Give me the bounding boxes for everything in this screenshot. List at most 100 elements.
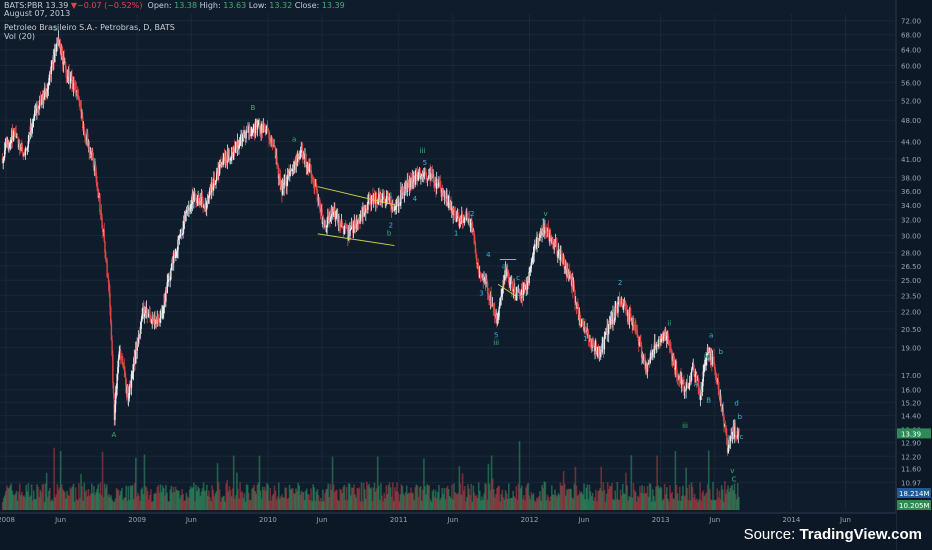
volume-bar: [374, 491, 377, 510]
candle-body: [161, 313, 163, 315]
volume-bar: [501, 489, 504, 510]
volume-bar: [391, 482, 394, 510]
volume-bar: [346, 500, 349, 510]
wave-label: b: [516, 289, 521, 297]
volume-bar: [482, 499, 484, 510]
candle-body: [645, 363, 647, 370]
candle-body: [316, 188, 318, 194]
candle-body: [315, 183, 318, 189]
volume-bar: [633, 489, 636, 510]
time-tick-label: 2011: [390, 516, 408, 524]
volume-bar: [497, 486, 499, 510]
candle-body: [9, 141, 12, 145]
volume-bar: [477, 482, 480, 510]
candle-body: [385, 200, 387, 203]
candle-body: [104, 241, 106, 252]
volume-bar: [167, 501, 169, 510]
candle-body: [317, 193, 319, 200]
candle-body: [349, 229, 351, 236]
volume-bar: [196, 491, 198, 510]
volume-bar: [712, 481, 714, 510]
candle-body: [398, 198, 401, 205]
volume-bar: [161, 485, 164, 510]
candle-body: [690, 372, 692, 382]
volume-bar: [684, 496, 686, 510]
volume-bar: [503, 499, 506, 510]
candle-body: [87, 141, 90, 146]
volume-bar: [495, 494, 497, 510]
volume-bar: [429, 499, 432, 510]
source-credit[interactable]: Source: TradingView.com: [744, 526, 922, 543]
volume-bar: [521, 498, 524, 510]
candle-body: [494, 315, 497, 317]
volume-bar: [327, 483, 330, 510]
candle-body: [611, 316, 613, 324]
volume-bar: [285, 487, 288, 510]
candle-body: [424, 170, 426, 172]
candle-body: [322, 222, 324, 224]
volume-bar: [73, 501, 76, 510]
volume-bar: [360, 482, 363, 510]
volume-bar: [603, 489, 606, 510]
wave-label: 2: [618, 279, 622, 287]
volume-bar: [681, 495, 683, 510]
candle-body: [332, 213, 334, 215]
candle-body: [101, 217, 103, 228]
volume-bar: [100, 495, 103, 510]
volume-bar: [677, 500, 680, 510]
candle-body: [656, 344, 659, 347]
volume-bar: [518, 441, 521, 510]
candle-body: [369, 200, 371, 202]
candle-body: [561, 254, 563, 260]
candle-body: [604, 334, 606, 339]
volume-bar: [406, 493, 409, 510]
candle-body: [11, 130, 13, 142]
volume-bar: [302, 492, 305, 510]
volume-bar: [5, 491, 7, 510]
volume-indicator-label[interactable]: Vol (20): [4, 32, 35, 41]
candle-body: [271, 139, 273, 140]
candle-body: [623, 303, 625, 307]
candle-body: [440, 187, 442, 193]
volume-bar: [600, 466, 603, 510]
volume-bar: [236, 472, 238, 510]
volume-bar: [30, 484, 33, 510]
volume-bar: [245, 484, 248, 510]
volume-bar: [334, 490, 337, 510]
candle-body: [723, 416, 725, 427]
volume-bar: [286, 498, 289, 510]
candle-body: [498, 308, 500, 317]
volume-bar: [420, 500, 423, 510]
volume-bar: [366, 481, 368, 510]
candle-body: [590, 340, 592, 347]
volume-bar: [441, 487, 443, 510]
candle-body: [545, 230, 548, 232]
candle-body: [402, 187, 404, 194]
candle-body: [703, 370, 705, 372]
candle-body: [62, 56, 65, 65]
candle-body: [342, 226, 345, 234]
candle-body: [391, 203, 393, 210]
volume-bar: [711, 500, 713, 510]
volume-bar: [340, 489, 342, 510]
volume-bar: [400, 484, 403, 510]
candle-body: [479, 271, 482, 275]
volume-bar: [506, 498, 509, 510]
candle-body: [97, 187, 99, 190]
candle-body: [221, 162, 224, 165]
candle-body: [180, 232, 183, 235]
candle-body: [282, 186, 285, 189]
volume-bar: [152, 501, 154, 510]
volume-bar: [512, 490, 514, 510]
candle-body: [73, 79, 75, 83]
candle-body: [502, 279, 505, 288]
candle-body: [557, 254, 559, 256]
candle-body: [736, 435, 739, 438]
candle-body: [102, 229, 105, 232]
volume-bar: [715, 500, 718, 510]
candle-body: [430, 172, 433, 174]
volume-bar: [454, 492, 456, 510]
candle-body: [648, 361, 650, 365]
